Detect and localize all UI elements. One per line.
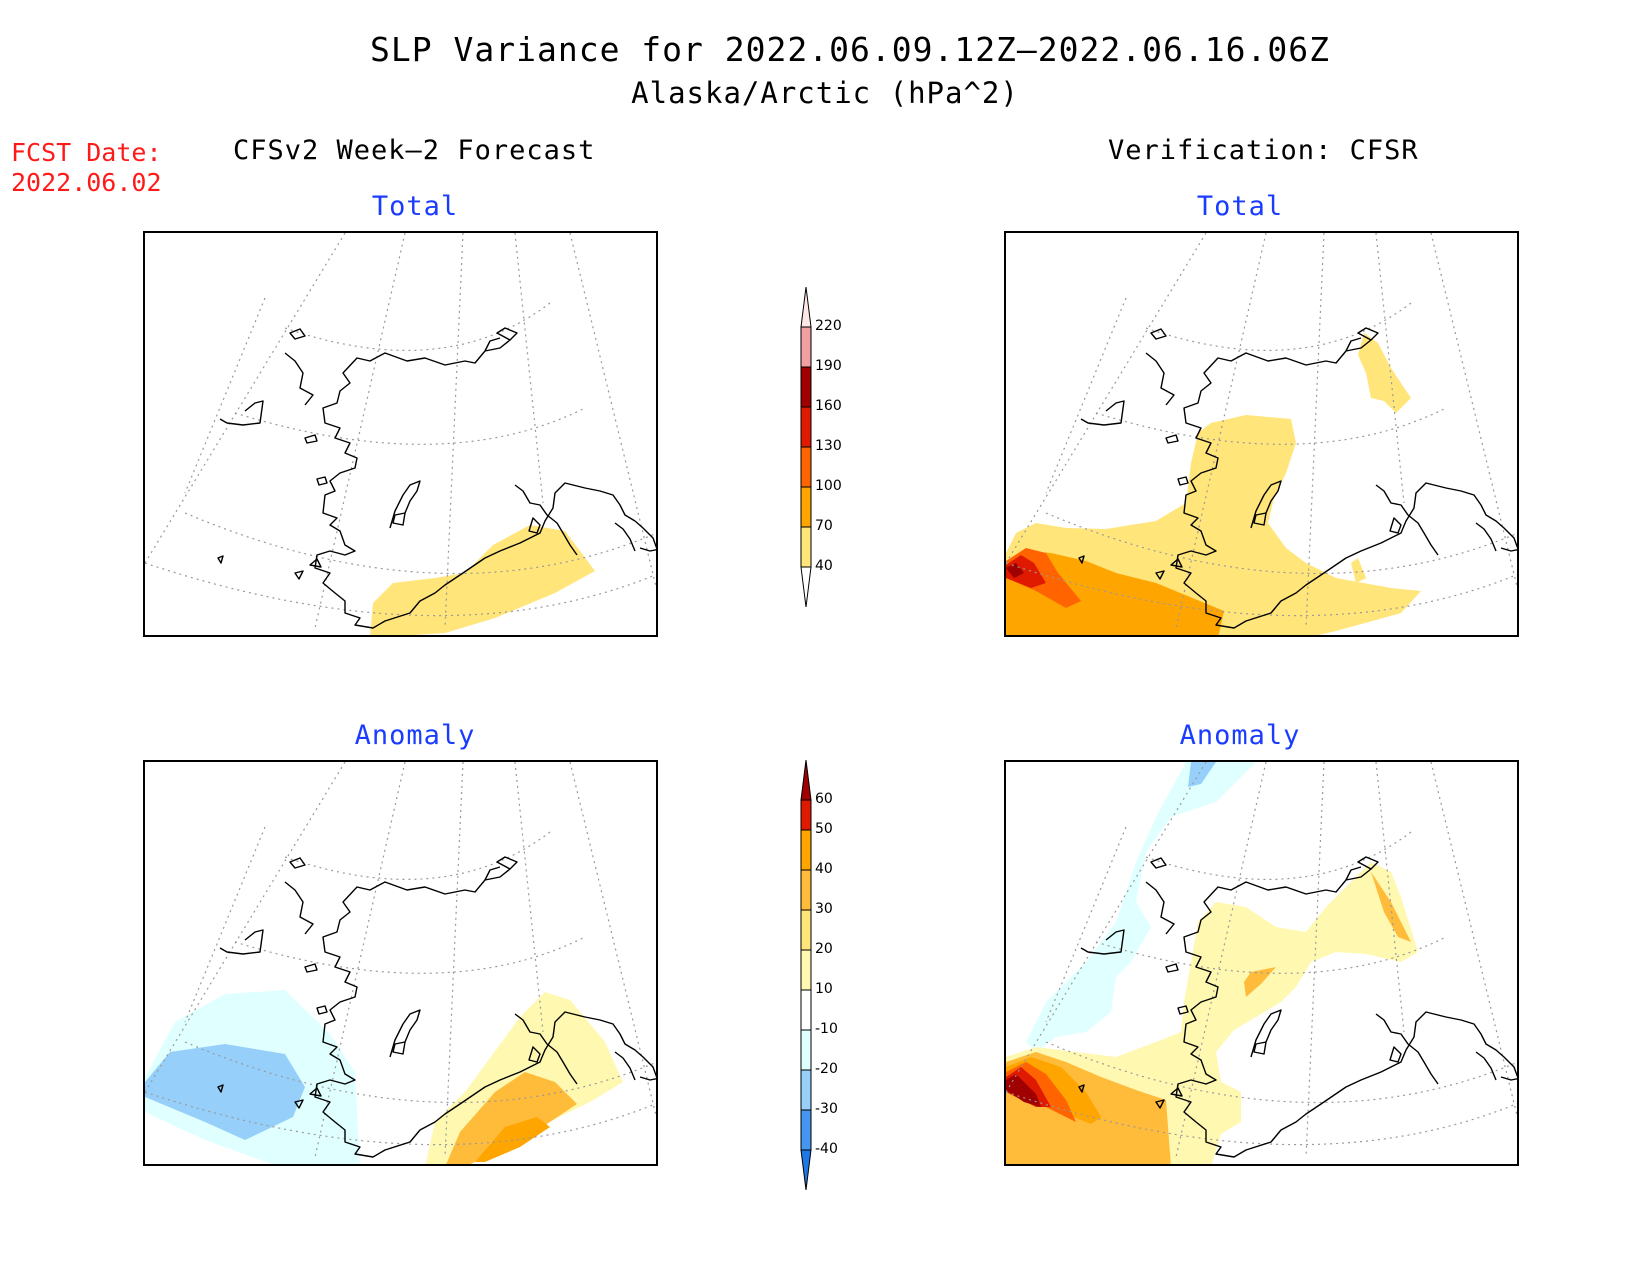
anomaly-region-neg10-neg20	[1026, 762, 1256, 1052]
anomaly-colorbar: -40 -30 -20 -10 10 20 30 40 50 60	[796, 755, 876, 1195]
total-tick-label: 160	[815, 398, 842, 414]
variance-region-160-190	[1006, 563, 1024, 578]
total-tick-label: 70	[815, 518, 833, 534]
total-tick-label: 40	[815, 558, 833, 574]
total-swatch-70-100	[800, 486, 812, 528]
total-swatch-100-130	[800, 446, 812, 488]
anomaly-swatch-neg40-neg30	[800, 1109, 812, 1151]
anomaly-swatch-10-20	[800, 949, 812, 991]
anomaly-region-30-40	[475, 1117, 550, 1162]
total-swatch-160-190	[800, 366, 812, 408]
anomaly-region-20-30	[446, 1072, 577, 1164]
anomaly-tick-label: 20	[815, 941, 833, 957]
anomaly-swatch-30-40	[800, 869, 812, 911]
verif-anomaly-title: Anomaly	[1179, 720, 1301, 751]
anomaly-swatch-gt60	[800, 759, 812, 801]
anomaly-region-neg20-neg30	[1188, 762, 1216, 787]
anomaly-tick-label: -40	[815, 1141, 838, 1157]
anomaly-swatch-lt-40	[800, 1149, 812, 1191]
total-tick-label: 130	[815, 438, 842, 454]
total-tick-label: 100	[815, 478, 842, 494]
verif-total-title: Total	[1196, 191, 1284, 222]
total-colorbar: 40 70 100 130 160 190 220	[796, 282, 876, 612]
anomaly-swatch-neg10-10	[800, 989, 812, 1031]
total-tick-label: 220	[815, 318, 842, 334]
total-tick-label: 190	[815, 358, 842, 374]
forecast-anomaly-map	[143, 760, 658, 1166]
forecast-anomaly-title: Anomaly	[354, 720, 476, 751]
forecast-total-title: Total	[371, 191, 459, 222]
variance-region-40-70	[370, 525, 595, 635]
forecast-total-map	[143, 231, 658, 637]
verification-total-map	[1004, 231, 1519, 637]
verification-column-header: Verification: CFSR	[1108, 135, 1419, 166]
forecast-date: FCST Date: 2022.06.02	[11, 138, 162, 198]
total-swatch-gt220	[800, 286, 812, 328]
variance-region-40-70	[1351, 558, 1366, 583]
main-title: SLP Variance for 2022.06.09.12Z–2022.06.…	[370, 30, 1330, 69]
anomaly-swatch-neg30-neg20	[800, 1069, 812, 1111]
anomaly-swatch-50-60	[800, 799, 812, 831]
anomaly-tick-label: 30	[815, 901, 833, 917]
total-swatch-40-70	[800, 526, 812, 568]
total-swatch-lt40	[800, 566, 812, 608]
variance-region-40-70	[1358, 333, 1411, 413]
anomaly-swatch-40-50	[800, 829, 812, 871]
anomaly-swatch-neg20-neg10	[800, 1029, 812, 1071]
forecast-column-header: CFSv2 Week–2 Forecast	[233, 135, 596, 166]
anomaly-tick-label: -30	[815, 1101, 838, 1117]
anomaly-tick-label: 50	[815, 821, 833, 837]
total-swatch-130-160	[800, 406, 812, 448]
anomaly-tick-label: 40	[815, 861, 833, 877]
forecast-date-value: 2022.06.02	[11, 168, 162, 197]
anomaly-swatch-20-30	[800, 909, 812, 951]
anomaly-tick-label: -10	[815, 1021, 838, 1037]
anomaly-tick-label: -20	[815, 1061, 838, 1077]
verification-anomaly-map	[1004, 760, 1519, 1166]
total-swatch-190-220	[800, 326, 812, 368]
anomaly-region-20-30	[1244, 967, 1276, 997]
variance-region-70-100	[1006, 551, 1224, 635]
main-subtitle: Alaska/Arctic (hPa^2)	[631, 76, 1019, 110]
anomaly-region-gt60	[1006, 1074, 1041, 1107]
anomaly-tick-label: 60	[815, 791, 833, 807]
forecast-date-label: FCST Date:	[11, 138, 162, 167]
anomaly-tick-label: 10	[815, 981, 833, 997]
anomaly-region-neg20-neg30	[145, 1044, 305, 1140]
